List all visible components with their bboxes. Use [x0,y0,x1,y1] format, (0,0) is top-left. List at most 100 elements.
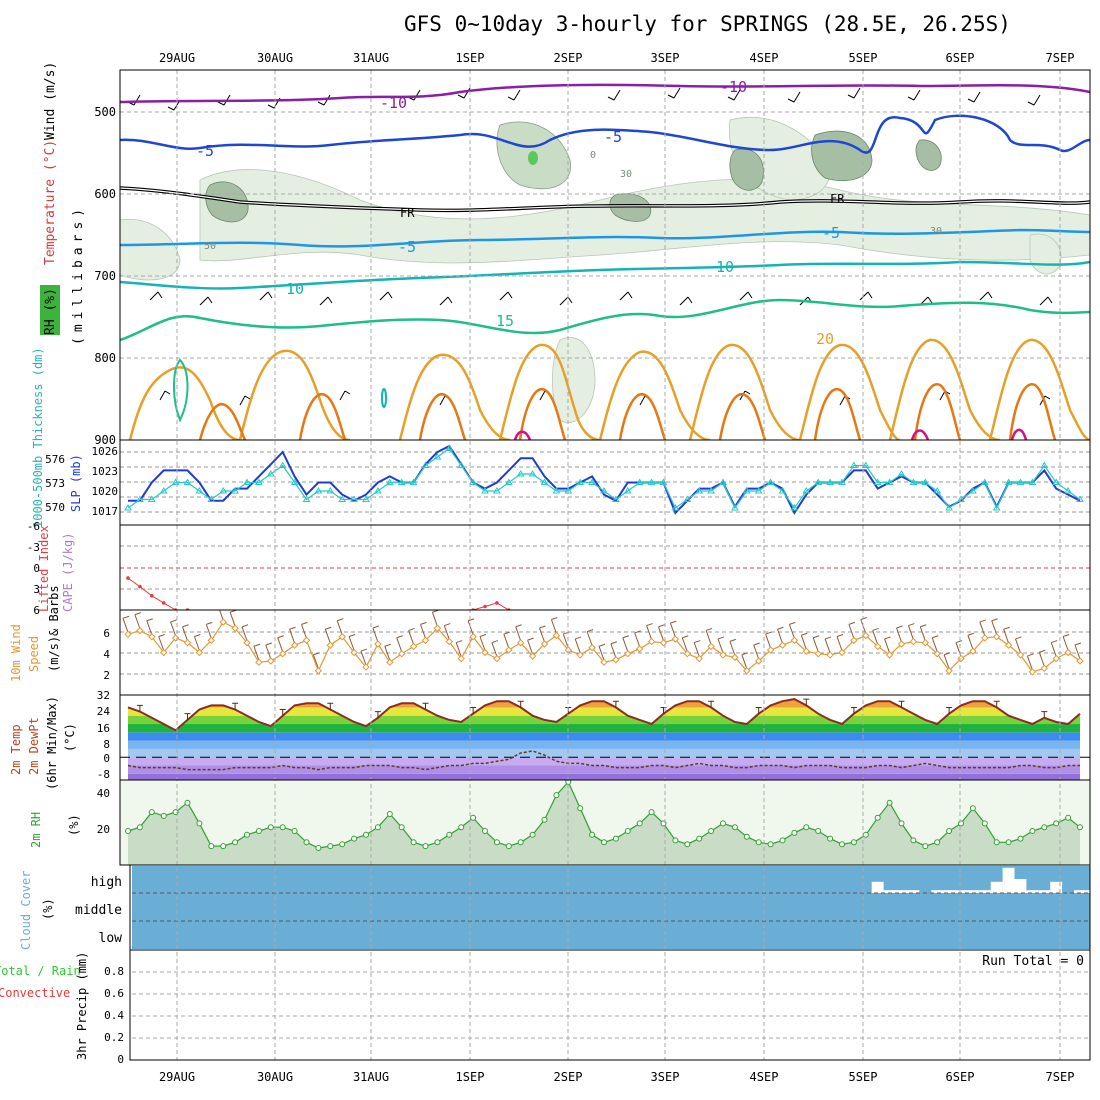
wind10m-point [790,636,799,645]
isotherm-10 [120,260,1090,290]
rh-ylabel: RH (%) [43,288,58,335]
rh2m-point [862,831,869,838]
rh2m-point [624,828,631,834]
wind10m-point [754,657,763,665]
slp-ylabel: SLP (mb) [69,454,83,512]
lifted-index-point [161,601,166,605]
rh-70-shading [552,337,596,423]
wind10m-point [743,667,751,675]
temperature-band [128,715,1080,725]
date-label-top: 29AUG [159,51,195,65]
rh2m-point [839,841,845,848]
wind-barb [312,652,320,669]
wind-barb [788,621,796,639]
temp-max-whisker [755,706,762,714]
wind-barb [491,640,499,657]
wind10m-ylabel: (m/s) [47,636,61,672]
temperature-band [128,757,1080,766]
wind10m-point [707,642,715,651]
wind10m-point [326,641,335,649]
rh-tick: 20 [97,823,110,836]
rh2m-point [1053,820,1060,827]
wind10m-point [255,658,263,666]
wind10m-point [278,650,287,658]
thickness-point [719,478,727,485]
thickness-point [374,487,382,494]
rh-tick: 40 [97,787,110,800]
temp-max-whisker [422,702,429,710]
high-cloud-bar [990,881,1003,893]
thickness-point [766,478,775,485]
isotherm-minus10 [120,83,1090,104]
rh2m-point [422,843,429,850]
thickness-point [1016,478,1025,485]
thickness-point [326,487,335,494]
rh2m-point [886,799,893,806]
rh2m-point [946,828,953,834]
date-label-bottom: 5SEP [849,1070,878,1084]
slp-group [120,444,1090,515]
cloud-cover-background [132,866,1090,949]
thickness-point [397,478,406,485]
temp-max-whisker [850,706,857,714]
wind-barb [360,648,368,666]
wind10m-point [362,663,370,671]
freezing-level [120,187,1090,212]
thickness-point [421,461,430,468]
temp-max-whisker [803,698,810,706]
rh2m-point [1017,835,1024,842]
rh2m-point [720,820,726,827]
wind-barb [812,635,820,652]
date-label-bottom: 7SEP [1046,1070,1075,1084]
chart-marks: 29AUG 29AUG 30AUG 30AUG 31AUG 31AUG 1SEP 1SEP 2S… [119,51,1100,1084]
contour-label: 50 [204,241,216,252]
cloud-tick: middle [75,903,122,918]
wind10m-point [267,657,275,665]
rh2m-point [386,811,393,817]
thickness-point [124,504,132,511]
thickness-point [1004,478,1013,485]
contour-label: FR [830,192,845,206]
thickness-point [885,478,894,485]
rh2m-point [279,824,286,831]
rh2m-point [517,839,524,846]
thickness-point [243,478,251,485]
rh2m-point [672,837,679,844]
wind-barb [277,635,284,652]
rh2m-point [696,835,703,842]
rh-70-shading [120,218,181,281]
slp-tick: 1026 [92,445,119,458]
wind-barb [372,625,380,643]
wind-barb [241,624,249,641]
thickness-point [183,478,192,485]
rh2m-point [351,835,358,842]
wind-barb [253,643,261,661]
wind-tick: 4 [103,648,110,661]
wind-barb [455,640,463,657]
precip-tick: 0 [117,1053,124,1066]
lifted-index-point [495,601,499,605]
rh2m-point [1005,839,1012,846]
rh-spot [528,151,538,165]
wind-barb [658,624,665,641]
wind-barb [158,634,165,651]
slp-tick: 1020 [92,485,119,498]
wind10m-point [635,645,644,653]
cloud-tick: high [91,875,122,890]
wind10m-point [802,647,811,655]
high-cloud-bar [907,890,920,893]
date-label-top: 2SEP [554,51,583,65]
pressure-tick: 700 [94,269,116,283]
rh2m-point [612,835,619,842]
wind-barb [146,618,153,635]
date-label-top: 1SEP [456,51,485,65]
slp-tick: 1023 [92,465,119,478]
high-cloud-bar [1050,881,1063,893]
wind10m-point [992,633,1001,641]
wind-barb [336,618,344,635]
rh2m-point [648,809,655,816]
thickness-tick: 576 [45,453,65,466]
precip-run-total: Run Total = 0 [982,954,1084,969]
precip-tick: 0.8 [104,965,124,978]
wind10m-point [386,658,394,666]
